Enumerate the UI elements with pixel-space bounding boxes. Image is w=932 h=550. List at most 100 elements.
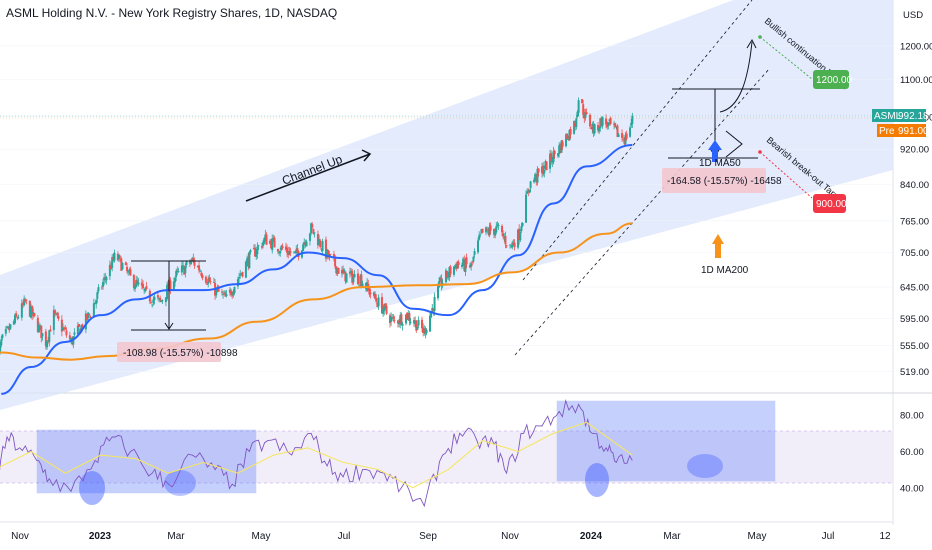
candle-body (487, 230, 490, 234)
candle-body (513, 242, 516, 248)
candle-body (68, 335, 71, 340)
candle-body (41, 333, 44, 337)
candle-body (88, 314, 91, 316)
candle-body (609, 117, 612, 124)
price-tag-pre-label: Pre (879, 126, 895, 137)
currency-label: USD (903, 10, 923, 21)
candle-body (142, 284, 145, 289)
candle-body (529, 181, 532, 189)
candle-body (327, 250, 330, 258)
candle-body (335, 266, 338, 274)
candle-body (7, 326, 10, 328)
candle-body (100, 287, 103, 289)
candle-body (278, 252, 281, 254)
candle-body (558, 145, 561, 154)
candle-body (337, 268, 340, 274)
candle-body (103, 277, 106, 281)
candle-body (623, 140, 626, 144)
candle-body (320, 248, 323, 250)
candle-body (292, 251, 295, 253)
candle-body (449, 266, 452, 275)
candle-body (184, 266, 187, 274)
candle-body (359, 275, 362, 285)
candle-body (236, 279, 239, 287)
candle-body (80, 325, 83, 333)
candle-body (224, 292, 227, 297)
candle-body (416, 327, 419, 330)
candle-body (342, 269, 345, 273)
candle-body (105, 277, 108, 281)
candle-body (590, 128, 593, 129)
candle-body (585, 112, 588, 115)
candle-body (369, 292, 372, 295)
candle-body (119, 256, 122, 258)
candle-body (263, 238, 266, 244)
candle-body (16, 317, 19, 319)
rsi-tick-label: 40.00 (900, 483, 924, 494)
candle-body (592, 125, 595, 133)
candle-body (432, 308, 435, 312)
candle-body (415, 320, 418, 331)
candle-body (406, 312, 409, 320)
candle-body (324, 239, 327, 259)
candle-body (113, 252, 116, 261)
candle-body (272, 237, 275, 239)
price-tick-label: 645.00 (900, 283, 929, 294)
candle-body (201, 275, 204, 279)
candle-body (364, 282, 367, 290)
candle-body (616, 125, 619, 137)
candle-body (302, 244, 305, 252)
candle-body (521, 223, 524, 226)
candle-body (180, 265, 183, 273)
candle-body (49, 329, 52, 332)
candle-body (464, 258, 467, 272)
candle-body (135, 279, 138, 288)
candle-body (621, 133, 624, 138)
candle-body (199, 270, 202, 272)
candle-body (305, 241, 308, 247)
candle-body (489, 225, 492, 231)
candle-body (469, 265, 472, 268)
candle-body (321, 241, 324, 251)
candle-body (44, 331, 47, 347)
candle-body (12, 321, 15, 325)
candle-body (519, 232, 522, 241)
candle-body (543, 170, 546, 174)
candle-body (582, 104, 585, 115)
candle-body (28, 300, 31, 317)
candle-body (89, 316, 92, 318)
candle-body (166, 285, 169, 300)
candle-body (284, 246, 287, 250)
candle-body (232, 292, 235, 296)
candle-body (577, 100, 580, 113)
candle-body (454, 265, 457, 266)
price-tag-pre: Pre 991.00 (877, 124, 929, 137)
candle-body (343, 269, 346, 274)
moving-averages (0, 143, 633, 395)
candle-body (30, 306, 33, 318)
candle-body (479, 233, 482, 235)
bullish-projection-arrowhead (746, 38, 757, 49)
candle-body (392, 316, 395, 319)
candle-body (255, 252, 258, 257)
candle-body (598, 127, 601, 132)
candle-body (383, 304, 386, 312)
candle-body (167, 283, 170, 290)
candle-body (377, 297, 380, 307)
candle-body (212, 282, 215, 283)
rsi-highlight-box-1 (36, 429, 257, 494)
candle-body (198, 265, 201, 271)
candle-body (544, 161, 547, 169)
candle-body (574, 122, 577, 127)
candle-body (62, 327, 65, 331)
candle-body (15, 313, 18, 317)
candle-body (1, 334, 4, 339)
candle-body (542, 165, 545, 175)
candle-body (271, 238, 274, 251)
ma50-label: 1D MA50 (699, 158, 741, 169)
candle-body (591, 123, 594, 130)
candle-body (39, 325, 42, 327)
candle-body (388, 315, 391, 324)
candle-body (368, 287, 371, 295)
